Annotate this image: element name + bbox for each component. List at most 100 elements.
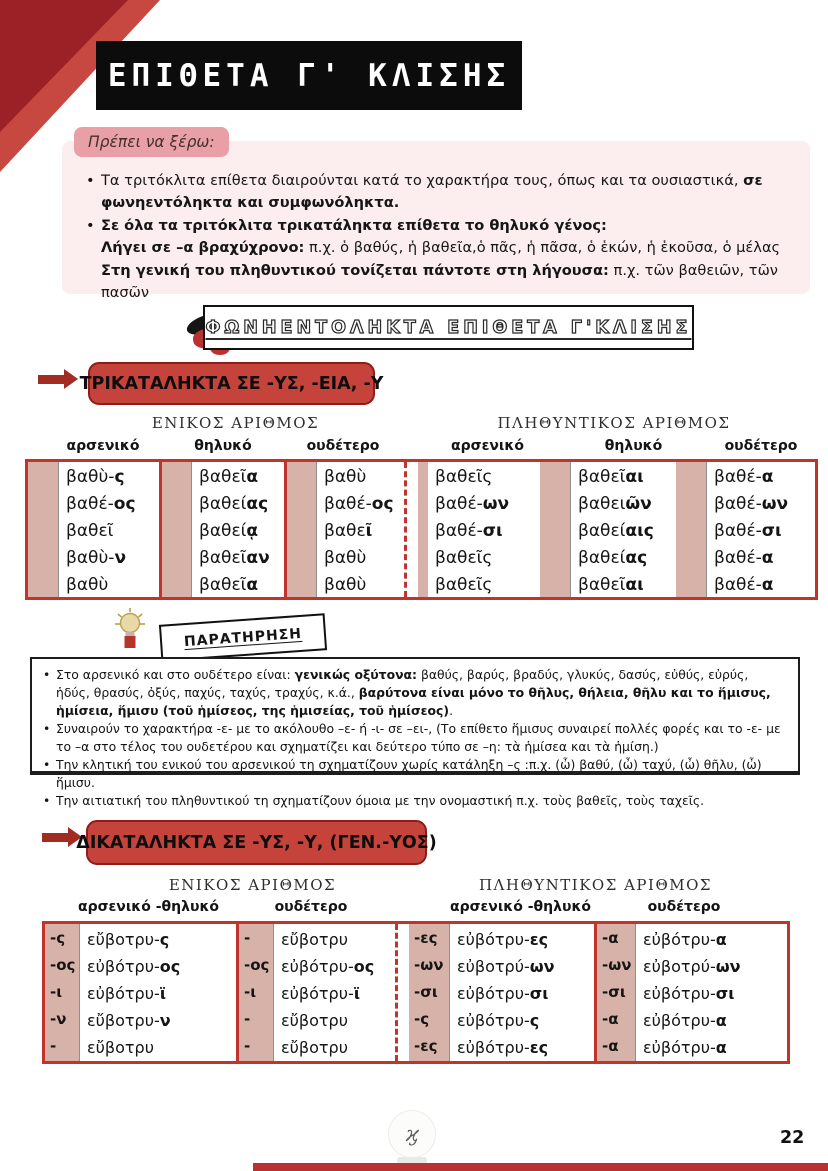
word-stem: εὔβοτρυ xyxy=(281,1038,348,1057)
page-title: ΕΠΙΘΕΤΑ Γ' ΚΛΙΣΗΣ xyxy=(96,41,522,110)
column-header: ουδέτερο xyxy=(724,438,798,454)
word-stem: εὐβότρυ- xyxy=(457,930,530,949)
word-stem: εὐβότρυ- xyxy=(643,1038,716,1057)
endings-column: -ς -ος -ι -ν - xyxy=(45,924,79,1061)
declension-cell: βαθέ-σι xyxy=(428,518,540,545)
column-header: ουδέτερο xyxy=(274,899,348,915)
word-stem: βαθὺ xyxy=(324,575,367,595)
ending-cell: -ς xyxy=(50,929,66,947)
declension-cell: εὔβοτρυ xyxy=(274,1034,395,1061)
column-header: ουδέτερο xyxy=(647,899,721,915)
declension-column-pl_masc: βαθεῖς βαθέ-ων βαθέ-σι βαθεῖς βαθεῖς xyxy=(428,462,540,597)
word-stem: βαθέ- xyxy=(714,467,762,487)
table-accent-stripe xyxy=(676,462,706,597)
column-header: αρσενικό xyxy=(451,438,524,454)
ending-cell: -ων xyxy=(602,956,632,974)
declension-cell: βαθεῖ xyxy=(59,518,159,545)
word-stem: βαθέ- xyxy=(714,575,762,595)
declension-cell: εὔβοτρυ-ν xyxy=(80,1007,236,1034)
word-ending: ν xyxy=(114,548,127,568)
word-ending: ς xyxy=(114,467,125,487)
word-stem: βαθεί xyxy=(199,521,247,541)
lightbulb-icon xyxy=(115,608,145,648)
text-segment: σε φωνηεντόληκτα και συμφωνόληκτα. xyxy=(101,172,763,212)
declension-cell: βαθέ-α xyxy=(707,464,815,491)
text-segment: π.χ. τῶν βαθειῶν, τῶν πασῶν xyxy=(101,261,778,302)
column-header: αρσενικό -θηλυκό xyxy=(449,899,592,915)
word-stem: βαθεί xyxy=(578,548,626,568)
word-ending: α xyxy=(715,1038,727,1057)
word-ending: ων xyxy=(761,494,789,514)
word-stem: εὐβότρυ- xyxy=(643,984,716,1003)
word-ending: ᾳ xyxy=(246,521,259,541)
ending-cell: -α xyxy=(602,1037,619,1055)
logo-smudge xyxy=(397,1157,427,1164)
word-ending: σι xyxy=(529,984,549,1003)
declension-cell: βαθέ-α xyxy=(707,572,815,599)
declension-cell: βαθείας xyxy=(571,545,676,572)
word-ending: ς xyxy=(159,930,170,949)
declension-cell: εὐβότρυ-ος xyxy=(80,953,236,980)
declension-column-sg_neut: βαθὺ βαθέ-ος βαθεῖ βαθὺ βαθὺ xyxy=(316,462,404,597)
text-segment: Τα τριτόκλιτα επίθετα διαιρούνται κατά τ… xyxy=(101,172,744,189)
word-stem: εὔβοτρυ xyxy=(281,930,348,949)
arrow-icon xyxy=(38,369,78,389)
word-ending: ων xyxy=(482,494,510,514)
declension-cell: βαθεῖα xyxy=(192,572,284,599)
ending-cell: - xyxy=(244,1010,251,1028)
word-stem: εὐβότρυ- xyxy=(457,984,530,1003)
table-accent-stripe xyxy=(418,462,428,597)
know-badge: Πρέπει να ξέρω: xyxy=(74,127,229,157)
footer-red-bar xyxy=(253,1163,828,1171)
declension-table-trikatalikta: βαθὺ-ς βαθέ-ος βαθεῖ βαθὺ-ν βαθὺ βαθεῖα βαθεία… xyxy=(25,459,818,600)
plural-number-title: ΠΛΗΘΥΝΤΙΚΟΣ ΑΡΙΘΜΟΣ xyxy=(497,414,731,432)
word-stem: βαθεῖ xyxy=(578,575,626,595)
ending-cell: -α xyxy=(602,1010,619,1028)
declension-cell: βαθείας xyxy=(192,491,284,518)
declension-cell: εὔβοτρυ-ς xyxy=(80,926,236,953)
bullet-line: Στο αρσενικό και στο ουδέτερο είναι: γεν… xyxy=(38,666,786,720)
ending-cell: - xyxy=(244,929,251,947)
observation-label: ΠΑΡΑΤΗΡΗΣΗ xyxy=(183,625,303,650)
word-stem: εὔβοτρυ xyxy=(281,1011,348,1030)
word-ending: ν xyxy=(159,1011,171,1030)
word-ending: ς xyxy=(529,1011,540,1030)
column-header: ουδέτερο xyxy=(306,438,380,454)
word-stem: βαθεῖς xyxy=(435,467,493,487)
declension-cell: βαθὺ xyxy=(59,572,159,599)
plural-number-title: ΠΛΗΘΥΝΤΙΚΟΣ ΑΡΙΘΜΟΣ xyxy=(478,876,713,894)
word-ending: ες xyxy=(529,930,549,949)
singular-number-title: ΕΝΙΚΟΣ ΑΡΙΘΜΟΣ xyxy=(151,414,320,432)
bullet-line: Την κλητική του ενικού του αρσενικού τη … xyxy=(38,756,786,792)
word-ending: ος xyxy=(353,957,375,976)
word-ending: ϊ xyxy=(353,984,360,1003)
table-accent-stripe xyxy=(287,462,316,597)
text-segment: π.χ. ὁ βαθύς, ἡ βαθεῖα,ὁ πᾶς, ἡ πᾶσα, ὁ … xyxy=(304,239,781,257)
text-segment: Σε όλα τα τριτόκλιτα τρικατάληκτα επίθετ… xyxy=(101,216,607,234)
word-stem: εὐβότρυ- xyxy=(457,1038,530,1057)
word-ending: σι xyxy=(482,521,503,541)
declension-cell: εὔβοτρυ xyxy=(274,926,395,953)
declension-column-g3: εὐβότρυ-ες εὐβοτρύ-ων εὐβότρυ-σι εὐβότρυ-ς ε… xyxy=(449,924,597,1061)
declension-cell: βαθὺ xyxy=(317,572,404,599)
word-ending: ες xyxy=(529,1038,549,1057)
table-accent-stripe xyxy=(540,462,570,597)
word-ending: ος xyxy=(371,494,394,514)
bullet-line: Τα τριτόκλιτα επίθετα διαιρούνται κατά τ… xyxy=(80,170,796,215)
declension-cell: βαθεῖ xyxy=(317,518,404,545)
text-segment: βαθύς, βαρύς, βραδύς, γλυκύς, δασύς, εὐθ… xyxy=(56,667,749,700)
word-stem: βαθέ- xyxy=(714,521,762,541)
word-stem: βαθέ- xyxy=(324,494,372,514)
declension-cell: βαθέ-ος xyxy=(59,491,159,518)
word-stem: βαθεῖ xyxy=(199,467,247,487)
declension-cell: εὐβότρυ-σι xyxy=(636,980,787,1007)
logo-monogram: ϗ xyxy=(405,1122,419,1146)
arrow-icon xyxy=(42,827,82,847)
declension-column-pl_fem: βαθεῖαι βαθειῶν βαθείαις βαθείας βαθεῖαι xyxy=(570,462,676,597)
ending-cell: -ς xyxy=(414,1010,430,1028)
word-ending: ϊ xyxy=(159,984,166,1003)
bullet-line: Την αιτιατική του πληθυντικού τη σχηματί… xyxy=(38,792,786,810)
banner-dikatalikta: ΔΙΚΑΤΑΛΗΚΤΑ ΣΕ -ΥΣ, -Υ, (ΓΕΝ.-ΥΟΣ) xyxy=(76,820,437,865)
word-stem: βαθέ- xyxy=(714,548,762,568)
